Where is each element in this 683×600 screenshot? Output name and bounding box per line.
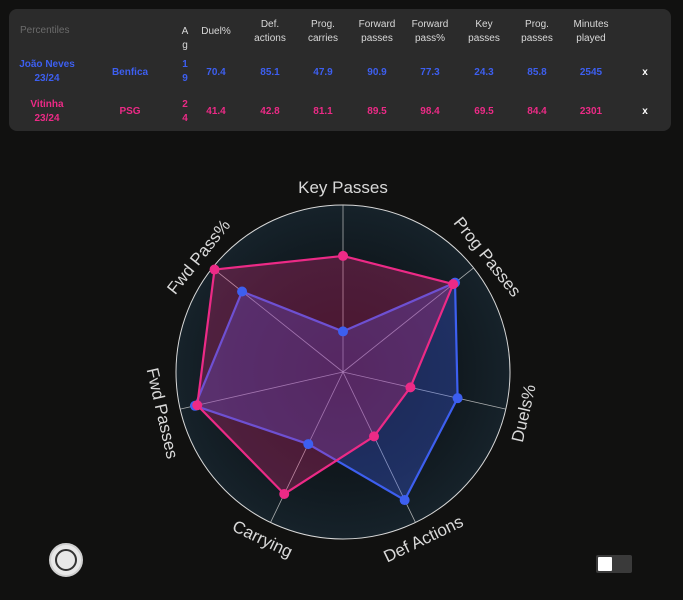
series-area <box>196 254 455 496</box>
data-point <box>338 326 348 337</box>
remove-player-button[interactable]: x <box>642 106 648 117</box>
player-def-actions: 42.8 <box>260 106 280 117</box>
player-team: PSG <box>119 106 141 117</box>
stats-table: Percentiles Ag Duel% Def. actions Prog. ca… <box>9 9 671 131</box>
header-minutes-played: Minutes played <box>573 19 609 44</box>
header-forward-pass-pct: Forward pass% <box>411 19 449 44</box>
remove-player-button[interactable]: x <box>642 67 648 78</box>
table-title: Percentiles <box>20 25 70 36</box>
player-prog-carries: 81.1 <box>313 106 333 117</box>
player-prog-passes: 85.8 <box>527 67 547 78</box>
axis-label: Duels% <box>508 383 540 444</box>
player-name: João Neves 23/24 <box>19 59 75 84</box>
data-point <box>452 393 463 404</box>
header-forward-passes: Forward passes <box>358 19 396 44</box>
player-name: Vitinha 23/24 <box>30 99 64 124</box>
toggle-knob <box>598 557 612 571</box>
player-duel: 41.4 <box>206 106 226 117</box>
radar-spoke <box>180 371 344 410</box>
header-prog-passes: Prog. passes <box>521 19 553 44</box>
data-point <box>448 279 459 290</box>
data-point <box>338 250 348 261</box>
player-forward-pass-pct: 77.3 <box>420 67 440 78</box>
data-point <box>209 264 220 275</box>
player-age: 19 <box>182 59 188 84</box>
player-minutes: 2301 <box>579 106 603 117</box>
data-point <box>279 489 290 500</box>
player-team: Benfica <box>111 67 149 78</box>
data-point <box>369 431 380 442</box>
theme-toggle[interactable] <box>596 555 632 573</box>
player-prog-carries: 47.9 <box>313 67 333 78</box>
player-forward-pass-pct: 98.4 <box>420 106 440 117</box>
radar-spoke <box>342 371 506 410</box>
player-def-actions: 85.1 <box>260 67 280 78</box>
data-point <box>192 400 203 411</box>
data-point <box>399 495 410 506</box>
data-point <box>405 382 416 393</box>
data-point <box>237 286 248 297</box>
header-age: Ag <box>181 26 189 51</box>
player-duel: 70.4 <box>206 67 226 78</box>
axis-label: Key Passes <box>298 178 388 197</box>
player-forward-passes: 90.9 <box>367 67 387 78</box>
brand-logo <box>49 543 83 577</box>
player-key-passes: 24.3 <box>474 67 494 78</box>
header-duel: Duel% <box>201 26 231 37</box>
header-key-passes: Key passes <box>468 19 500 44</box>
player-prog-passes: 84.4 <box>527 106 547 117</box>
player-minutes: 2545 <box>579 67 603 78</box>
header-prog-carries: Prog. carries <box>307 19 339 44</box>
header-def-actions: Def. actions <box>254 19 286 44</box>
data-point <box>303 439 314 450</box>
player-key-passes: 69.5 <box>474 106 494 117</box>
series-area <box>193 281 459 502</box>
player-forward-passes: 89.5 <box>367 106 387 117</box>
player-age: 24 <box>182 99 188 124</box>
radar-spoke <box>212 267 344 373</box>
